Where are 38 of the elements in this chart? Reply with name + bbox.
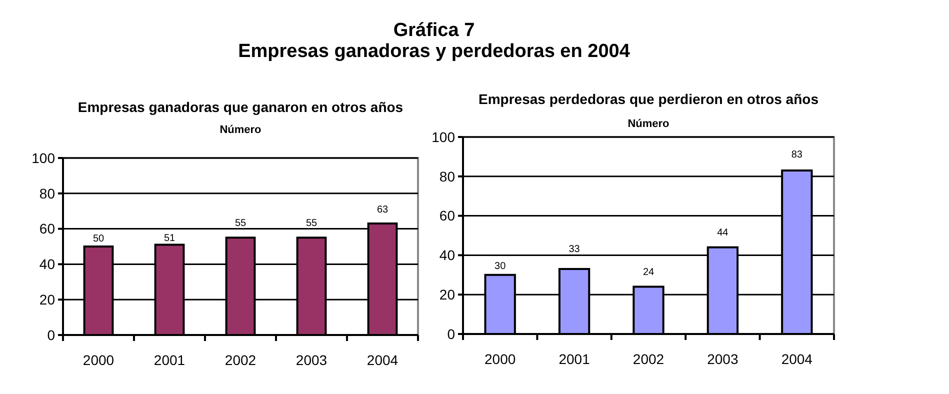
chart-title: Empresas ganadoras que ganaron en otros años — [78, 99, 404, 115]
x-tick-label: 2003 — [707, 351, 738, 367]
y-tick-label: 20 — [439, 286, 456, 302]
data-label: 51 — [164, 232, 176, 244]
x-tick-label: 2004 — [366, 352, 398, 368]
data-label: 63 — [376, 204, 388, 216]
chart-title: Empresas perdedoras que perdieron en otros años — [478, 91, 819, 107]
y-tick-label: 0 — [47, 326, 56, 343]
data-label: 30 — [494, 261, 506, 272]
y-tick-label: 100 — [432, 128, 456, 145]
data-label: 55 — [234, 218, 246, 229]
text: Gráfica 7 — [393, 20, 475, 41]
text: Empresas ganadoras y perdedoras en 2004 — [238, 41, 630, 62]
y-tick-label: 40 — [39, 256, 56, 272]
x-tick-label: 2002 — [632, 351, 664, 367]
x-tick-label: 2003 — [296, 352, 328, 368]
data-label: 24 — [642, 266, 654, 278]
y-tick-label: 100 — [32, 150, 56, 166]
x-tick-label: 2001 — [558, 351, 590, 367]
y-tick-label: 40 — [439, 247, 456, 264]
chart-subtitle: Número — [628, 118, 670, 130]
chart-subtitle: Número — [220, 124, 262, 136]
y-tick-label: 0 — [447, 326, 456, 342]
x-tick-label: 2000 — [484, 351, 516, 367]
data-label: 44 — [717, 228, 729, 239]
x-tick-label: 2004 — [781, 351, 813, 367]
x-tick-label: 2001 — [154, 352, 186, 368]
y-tick-label: 60 — [39, 220, 56, 237]
data-label: 50 — [92, 234, 104, 245]
data-label: 33 — [568, 244, 580, 256]
y-tick-label: 60 — [439, 208, 456, 224]
x-tick-label: 2002 — [224, 352, 256, 368]
x-tick-label: 2000 — [82, 352, 114, 368]
y-tick-label: 20 — [39, 292, 56, 308]
y-tick-label: 80 — [439, 168, 456, 184]
y-tick-label: 80 — [39, 185, 56, 202]
data-label: 55 — [306, 218, 318, 229]
data-label: 83 — [791, 150, 803, 161]
